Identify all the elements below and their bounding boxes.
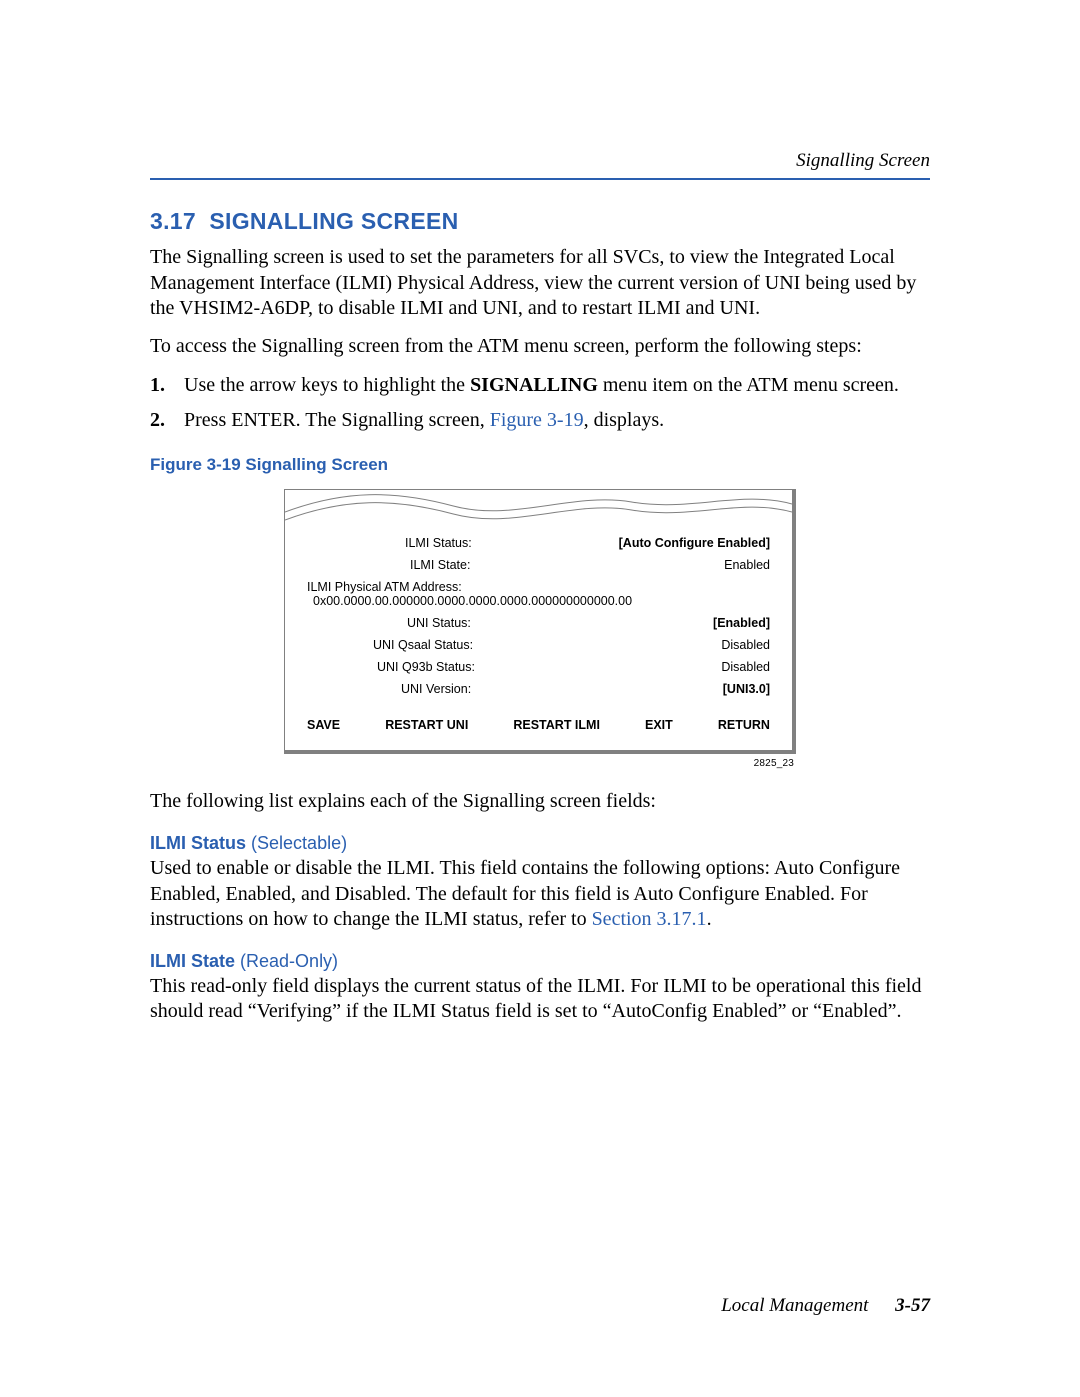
ilmi-status-label: ILMI Status: <box>405 536 472 550</box>
step-1: 1. Use the arrow keys to highlight the S… <box>150 371 930 400</box>
restart-ilmi-button[interactable]: RESTART ILMI <box>513 718 600 732</box>
field-ilmi-state-kind: (Read-Only) <box>240 951 338 971</box>
uni-q93b-label: UNI Q93b Status: <box>377 660 475 674</box>
panel-rows: ILMI Status: [Auto Configure Enabled] IL… <box>285 526 792 700</box>
page-footer: Local Management 3-57 <box>721 1295 930 1317</box>
step-1-pre: Use the arrow keys to highlight the <box>184 374 470 396</box>
step-2-number: 2. <box>150 406 184 435</box>
ilmi-address-value: 0x00.0000.00.000000.0000.0000.0000.00000… <box>313 594 632 608</box>
step-1-post: menu item on the ATM menu screen. <box>598 374 899 396</box>
save-button[interactable]: SAVE <box>307 718 340 732</box>
ilmi-status-value: [Auto Configure Enabled] <box>619 536 770 550</box>
figure-wrapper: ILMI Status: [Auto Configure Enabled] IL… <box>284 489 796 769</box>
section-link[interactable]: Section 3.17.1 <box>592 908 707 930</box>
step-2-body: Press ENTER. The Signalling screen, Figu… <box>184 406 930 435</box>
step-2-post: , displays. <box>584 409 665 431</box>
row-uni-status: UNI Status: [Enabled] <box>307 612 770 634</box>
panel-top-wave-icon <box>285 490 792 526</box>
section-title-text: SIGNALLING SCREEN <box>209 208 458 234</box>
field-ilmi-status-head: ILMI Status (Selectable) <box>150 833 930 854</box>
footer-doc-title: Local Management <box>721 1295 868 1316</box>
footer-page-number: 3-57 <box>895 1295 930 1316</box>
row-ilmi-status: ILMI Status: [Auto Configure Enabled] <box>307 532 770 554</box>
steps-list: 1. Use the arrow keys to highlight the S… <box>150 371 930 435</box>
row-ilmi-address: ILMI Physical ATM Address: 0x00.0000.00.… <box>307 576 770 612</box>
post-figure-text: The following list explains each of the … <box>150 789 930 815</box>
field-ilmi-state-body: This read-only field displays the curren… <box>150 974 930 1025</box>
page: Signalling Screen 3.17 SIGNALLING SCREEN… <box>0 0 1080 1397</box>
field-ilmi-status-name: ILMI Status <box>150 833 246 853</box>
uni-status-value: [Enabled] <box>713 616 770 630</box>
step-2-pre: Press ENTER. The Signalling screen, <box>184 409 490 431</box>
row-uni-qsaal: UNI Qsaal Status: Disabled <box>307 634 770 656</box>
section-heading: 3.17 SIGNALLING SCREEN <box>150 208 930 235</box>
field-ilmi-status-body: Used to enable or disable the ILMI. This… <box>150 856 930 933</box>
step-2: 2. Press ENTER. The Signalling screen, F… <box>150 406 930 435</box>
section-number: 3.17 <box>150 208 196 234</box>
return-button[interactable]: RETURN <box>718 718 770 732</box>
intro-paragraph: The Signalling screen is used to set the… <box>150 245 930 322</box>
exit-button[interactable]: EXIT <box>645 718 673 732</box>
field-ilmi-state-head: ILMI State (Read-Only) <box>150 951 930 972</box>
ilmi-state-label: ILMI State: <box>410 558 470 572</box>
panel-actions: SAVE RESTART UNI RESTART ILMI EXIT RETUR… <box>285 700 792 732</box>
ilmi-state-value: Enabled <box>724 558 770 572</box>
restart-uni-button[interactable]: RESTART UNI <box>385 718 468 732</box>
row-uni-version: UNI Version: [UNI3.0] <box>307 678 770 700</box>
field-ilmi-status-pre: Used to enable or disable the ILMI. This… <box>150 857 900 930</box>
access-intro: To access the Signalling screen from the… <box>150 334 930 360</box>
ilmi-address-label: ILMI Physical ATM Address: <box>307 580 462 594</box>
figure-caption: Figure 3-19 Signalling Screen <box>150 455 930 475</box>
uni-version-value: [UNI3.0] <box>723 682 770 696</box>
uni-status-label: UNI Status: <box>407 616 471 630</box>
row-uni-q93b: UNI Q93b Status: Disabled <box>307 656 770 678</box>
step-1-number: 1. <box>150 371 184 400</box>
field-ilmi-state-name: ILMI State <box>150 951 235 971</box>
running-header: Signalling Screen <box>150 150 930 172</box>
uni-version-label: UNI Version: <box>401 682 471 696</box>
header-rule <box>150 178 930 180</box>
uni-qsaal-label: UNI Qsaal Status: <box>373 638 473 652</box>
field-ilmi-status-kind: (Selectable) <box>251 833 347 853</box>
figure-id-tag: 2825_23 <box>284 758 796 769</box>
uni-qsaal-value: Disabled <box>721 638 770 652</box>
uni-q93b-value: Disabled <box>721 660 770 674</box>
step-1-bold: SIGNALLING <box>470 374 598 396</box>
step-1-body: Use the arrow keys to highlight the SIGN… <box>184 371 930 400</box>
row-ilmi-state: ILMI State: Enabled <box>307 554 770 576</box>
figure-link[interactable]: Figure 3-19 <box>490 409 584 431</box>
field-ilmi-status-post: . <box>707 908 712 930</box>
signalling-panel: ILMI Status: [Auto Configure Enabled] IL… <box>284 489 796 754</box>
